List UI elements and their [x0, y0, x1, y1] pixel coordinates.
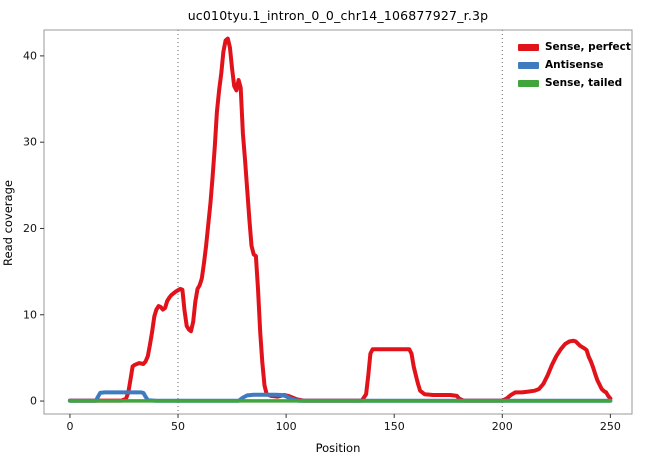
x-tick-label: 50 [171, 420, 185, 433]
y-tick-label: 0 [30, 395, 37, 408]
y-tick-label: 20 [23, 222, 37, 235]
y-tick-label: 10 [23, 308, 37, 321]
legend-label-sense-perfect: Sense, perfect [545, 41, 631, 53]
legend-swatch-sense-perfect [518, 43, 539, 51]
x-tick-label: 200 [492, 420, 513, 433]
legend-item-sense-perfect: Sense, perfect [518, 38, 631, 56]
y-tick-label: 30 [23, 136, 37, 149]
legend-item-antisense: Antisense [518, 56, 631, 74]
legend-label-antisense: Antisense [545, 59, 604, 71]
legend-item-sense-tailed: Sense, tailed [518, 74, 631, 92]
legend-swatch-sense-tailed [518, 79, 539, 87]
y-axis-label: Read coverage [1, 180, 15, 266]
x-tick-label: 250 [600, 420, 621, 433]
x-tick-label: 100 [276, 420, 297, 433]
plot-border [43, 29, 633, 415]
legend: Sense, perfect Antisense Sense, tailed [518, 38, 631, 92]
y-tick-label: 40 [23, 49, 37, 62]
legend-label-sense-tailed: Sense, tailed [545, 77, 623, 89]
series-line-sense-perfect [67, 36, 613, 403]
x-tick-label: 150 [384, 420, 405, 433]
x-axis-label: Position [315, 441, 361, 455]
chart-title: uc010tyu.1_intron_0_0_chr14_106877927_r.… [187, 8, 489, 23]
x-tick-label: 0 [66, 420, 73, 433]
legend-swatch-antisense [518, 61, 539, 69]
